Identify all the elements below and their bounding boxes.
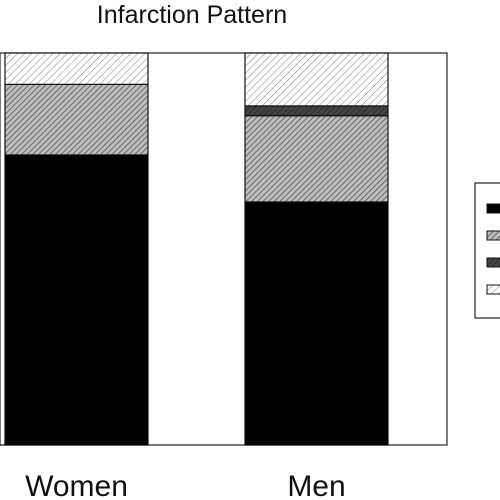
bar-segment-men-light-hatched [244,52,389,107]
bar-segment-women-gray-hatched [4,83,149,156]
bar-segment-women-black [4,154,149,446]
x-tick-label-women: Women [25,470,128,500]
legend-swatch-dark-hatched [486,257,500,268]
plot-area-frame [0,52,448,446]
bar-segment-men-gray-hatched [244,115,389,203]
legend-swatch-gray-hatched [486,230,500,241]
legend-swatch-black [486,203,500,214]
bar-segment-women-light-hatched [4,52,149,85]
x-tick-label-men: Men [287,470,345,500]
chart-title: Infarction Pattern [97,1,287,29]
legend [474,182,500,319]
legend-box [474,182,500,319]
bar-group [4,52,389,446]
x-axis-labels: Women Men [25,470,346,500]
bar-segment-men-dark-hatched [244,105,389,117]
bar-segment-men-black [244,201,389,446]
legend-swatch-light-hatched [486,284,500,295]
